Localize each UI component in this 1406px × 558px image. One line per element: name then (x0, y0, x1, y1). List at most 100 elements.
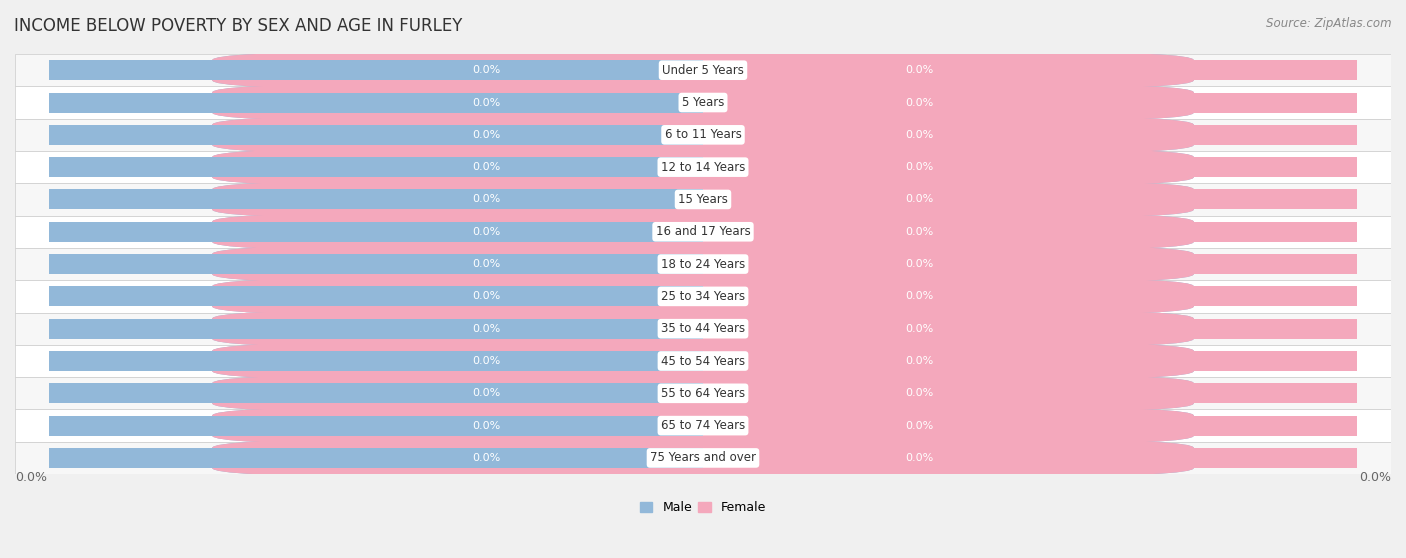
FancyBboxPatch shape (212, 407, 1194, 444)
Bar (49, 222, 703, 242)
Text: 0.0%: 0.0% (905, 130, 934, 140)
FancyBboxPatch shape (15, 119, 1391, 151)
Text: 0.0%: 0.0% (472, 324, 501, 334)
Text: 0.0%: 0.0% (905, 388, 934, 398)
FancyBboxPatch shape (212, 181, 1194, 218)
Text: 5 Years: 5 Years (682, 96, 724, 109)
Bar (49, 60, 703, 80)
Bar (703, 189, 1357, 209)
Bar (49, 189, 703, 209)
FancyBboxPatch shape (212, 278, 1194, 315)
Text: 0.0%: 0.0% (905, 98, 934, 108)
Text: 6 to 11 Years: 6 to 11 Years (665, 128, 741, 141)
Text: 75 Years and over: 75 Years and over (650, 451, 756, 464)
FancyBboxPatch shape (212, 52, 1194, 89)
FancyBboxPatch shape (15, 54, 1391, 86)
Bar (703, 319, 1357, 339)
Bar (49, 286, 703, 306)
Text: 0.0%: 0.0% (472, 356, 501, 366)
FancyBboxPatch shape (212, 310, 1194, 347)
Text: 0.0%: 0.0% (472, 65, 501, 75)
FancyBboxPatch shape (15, 215, 1391, 248)
FancyBboxPatch shape (212, 148, 1194, 186)
Text: 0.0%: 0.0% (472, 130, 501, 140)
Bar (49, 157, 703, 177)
Text: 0.0%: 0.0% (905, 421, 934, 431)
Text: INCOME BELOW POVERTY BY SEX AND AGE IN FURLEY: INCOME BELOW POVERTY BY SEX AND AGE IN F… (14, 17, 463, 35)
Text: 45 to 54 Years: 45 to 54 Years (661, 354, 745, 368)
Text: 25 to 34 Years: 25 to 34 Years (661, 290, 745, 303)
Text: 55 to 64 Years: 55 to 64 Years (661, 387, 745, 400)
FancyBboxPatch shape (15, 248, 1391, 280)
Text: 65 to 74 Years: 65 to 74 Years (661, 419, 745, 432)
FancyBboxPatch shape (15, 86, 1391, 119)
Text: 0.0%: 0.0% (472, 388, 501, 398)
Text: 0.0%: 0.0% (905, 162, 934, 172)
FancyBboxPatch shape (212, 84, 1194, 121)
Bar (49, 93, 703, 113)
Text: 0.0%: 0.0% (472, 194, 501, 204)
FancyBboxPatch shape (212, 213, 1194, 251)
FancyBboxPatch shape (212, 407, 1194, 444)
Bar (49, 254, 703, 274)
Text: 0.0%: 0.0% (905, 291, 934, 301)
Text: 0.0%: 0.0% (905, 194, 934, 204)
FancyBboxPatch shape (212, 148, 1194, 186)
Bar (703, 222, 1357, 242)
FancyBboxPatch shape (212, 246, 1194, 282)
FancyBboxPatch shape (15, 442, 1391, 474)
FancyBboxPatch shape (15, 183, 1391, 215)
Bar (49, 383, 703, 403)
FancyBboxPatch shape (212, 181, 1194, 218)
Bar (703, 416, 1357, 436)
Text: 0.0%: 0.0% (905, 65, 934, 75)
Text: Under 5 Years: Under 5 Years (662, 64, 744, 76)
Bar (703, 351, 1357, 371)
Bar (49, 448, 703, 468)
Bar (703, 448, 1357, 468)
FancyBboxPatch shape (212, 116, 1194, 153)
Bar (49, 416, 703, 436)
Bar (703, 286, 1357, 306)
Text: 12 to 14 Years: 12 to 14 Years (661, 161, 745, 174)
Text: 35 to 44 Years: 35 to 44 Years (661, 322, 745, 335)
FancyBboxPatch shape (212, 52, 1194, 89)
Text: 0.0%: 0.0% (905, 259, 934, 269)
FancyBboxPatch shape (15, 280, 1391, 312)
FancyBboxPatch shape (212, 439, 1194, 477)
FancyBboxPatch shape (212, 439, 1194, 477)
FancyBboxPatch shape (212, 375, 1194, 412)
Bar (49, 351, 703, 371)
FancyBboxPatch shape (15, 151, 1391, 183)
Text: 0.0%: 0.0% (905, 324, 934, 334)
FancyBboxPatch shape (15, 410, 1391, 442)
Bar (703, 383, 1357, 403)
Text: 0.0%: 0.0% (1360, 471, 1391, 484)
Bar (703, 157, 1357, 177)
Text: 18 to 24 Years: 18 to 24 Years (661, 258, 745, 271)
Text: Source: ZipAtlas.com: Source: ZipAtlas.com (1267, 17, 1392, 30)
FancyBboxPatch shape (212, 310, 1194, 347)
FancyBboxPatch shape (212, 343, 1194, 379)
Bar (49, 319, 703, 339)
FancyBboxPatch shape (212, 116, 1194, 153)
Text: 0.0%: 0.0% (472, 259, 501, 269)
Text: 16 and 17 Years: 16 and 17 Years (655, 225, 751, 238)
FancyBboxPatch shape (212, 375, 1194, 412)
Text: 0.0%: 0.0% (905, 453, 934, 463)
FancyBboxPatch shape (212, 278, 1194, 315)
Bar (703, 60, 1357, 80)
Text: 0.0%: 0.0% (472, 453, 501, 463)
Bar (703, 93, 1357, 113)
Legend: Male, Female: Male, Female (640, 501, 766, 514)
Text: 0.0%: 0.0% (905, 227, 934, 237)
FancyBboxPatch shape (15, 377, 1391, 410)
FancyBboxPatch shape (212, 246, 1194, 282)
Text: 0.0%: 0.0% (472, 227, 501, 237)
Text: 0.0%: 0.0% (472, 162, 501, 172)
Text: 0.0%: 0.0% (472, 291, 501, 301)
FancyBboxPatch shape (15, 345, 1391, 377)
FancyBboxPatch shape (212, 343, 1194, 379)
Text: 0.0%: 0.0% (905, 356, 934, 366)
Bar (49, 125, 703, 145)
